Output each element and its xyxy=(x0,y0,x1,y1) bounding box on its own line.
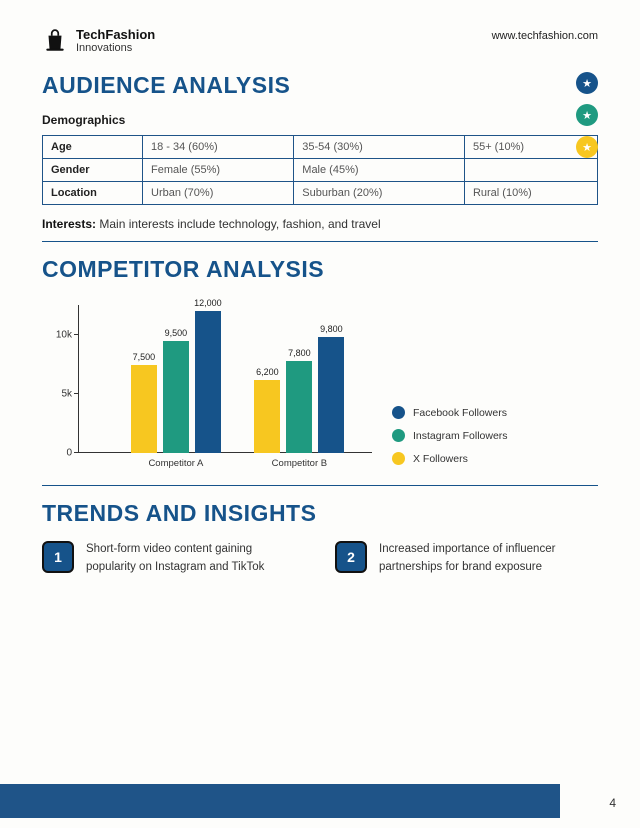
bar-group: 6,2007,8009,800 xyxy=(254,337,344,453)
shopping-bag-icon xyxy=(42,28,68,54)
legend-label: X Followers xyxy=(413,453,468,465)
row-label: Age xyxy=(43,136,143,159)
divider xyxy=(42,485,598,486)
insight-number: 2 xyxy=(335,541,367,573)
section-title-trends: TRENDS AND INSIGHTS xyxy=(42,500,598,527)
legend-label: Instagram Followers xyxy=(413,430,508,442)
row-label: Location xyxy=(43,182,143,205)
insight-text: Increased importance of influencer partn… xyxy=(379,541,598,576)
competitor-bar-chart: 05k10k7,5009,50012,000Competitor A6,2007… xyxy=(42,297,372,477)
page-number: 4 xyxy=(609,796,616,810)
bar: 9,800 xyxy=(318,337,344,453)
brand-name: TechFashion xyxy=(76,28,155,42)
insight-item: 1 Short-form video content gaining popula… xyxy=(42,541,305,576)
star-badges: ★ ★ ★ xyxy=(576,72,598,158)
legend-label: Facebook Followers xyxy=(413,407,507,419)
bar-value-label: 7,500 xyxy=(133,352,156,365)
cell: 35-54 (30%) xyxy=(294,136,465,159)
section-title-audience: AUDIENCE ANALYSIS xyxy=(42,72,598,99)
category-label: Competitor A xyxy=(148,453,203,469)
legend-item: Facebook Followers xyxy=(392,406,508,419)
website-url: www.techfashion.com xyxy=(492,30,598,42)
divider xyxy=(42,241,598,242)
bar-value-label: 9,800 xyxy=(320,324,343,337)
y-tick-label: 0 xyxy=(66,448,78,459)
legend-dot xyxy=(392,452,405,465)
table-row: Age18 - 34 (60%)35-54 (30%)55+ (10%) xyxy=(43,136,598,159)
bar: 6,200 xyxy=(254,380,280,453)
legend-item: X Followers xyxy=(392,452,508,465)
cell: Urban (70%) xyxy=(143,182,294,205)
cell: Male (45%) xyxy=(294,159,465,182)
bar-group: 7,5009,50012,000 xyxy=(131,311,221,453)
bar: 9,500 xyxy=(163,341,189,453)
brand: TechFashion Innovations xyxy=(42,28,155,54)
category-label: Competitor B xyxy=(272,453,327,469)
bar-value-label: 6,200 xyxy=(256,367,279,380)
insight-number: 1 xyxy=(42,541,74,573)
legend-dot xyxy=(392,406,405,419)
demographics-table: Age18 - 34 (60%)35-54 (30%)55+ (10%)Gend… xyxy=(42,135,598,205)
table-row: LocationUrban (70%)Suburban (20%)Rural (… xyxy=(43,182,598,205)
star-badge-teal: ★ xyxy=(576,104,598,126)
bar-value-label: 12,000 xyxy=(194,298,222,311)
legend-item: Instagram Followers xyxy=(392,429,508,442)
bar: 7,800 xyxy=(286,361,312,453)
chart-legend: Facebook Followers Instagram Followers X F… xyxy=(392,406,508,465)
brand-subtitle: Innovations xyxy=(76,42,155,54)
row-label: Gender xyxy=(43,159,143,182)
demographics-subhead: Demographics xyxy=(42,113,598,127)
bar: 7,500 xyxy=(131,365,157,454)
cell: Rural (10%) xyxy=(464,182,597,205)
footer-bar xyxy=(0,784,560,818)
insight-item: 2 Increased importance of influencer part… xyxy=(335,541,598,576)
y-tick-label: 5k xyxy=(61,389,78,400)
bar-value-label: 7,800 xyxy=(288,348,311,361)
cell xyxy=(464,159,597,182)
cell: 18 - 34 (60%) xyxy=(143,136,294,159)
insight-text: Short-form video content gaining popular… xyxy=(86,541,305,576)
page-header: TechFashion Innovations www.techfashion.… xyxy=(42,28,598,54)
y-tick-label: 10k xyxy=(56,330,78,341)
star-badge-yellow: ★ xyxy=(576,136,598,158)
interests-text: Interests: Main interests include techno… xyxy=(42,217,598,231)
section-title-competitor: COMPETITOR ANALYSIS xyxy=(42,256,598,283)
bar: 12,000 xyxy=(195,311,221,453)
legend-dot xyxy=(392,429,405,442)
table-row: GenderFemale (55%)Male (45%) xyxy=(43,159,598,182)
bar-value-label: 9,500 xyxy=(165,328,188,341)
star-badge-blue: ★ xyxy=(576,72,598,94)
cell: Suburban (20%) xyxy=(294,182,465,205)
cell: Female (55%) xyxy=(143,159,294,182)
